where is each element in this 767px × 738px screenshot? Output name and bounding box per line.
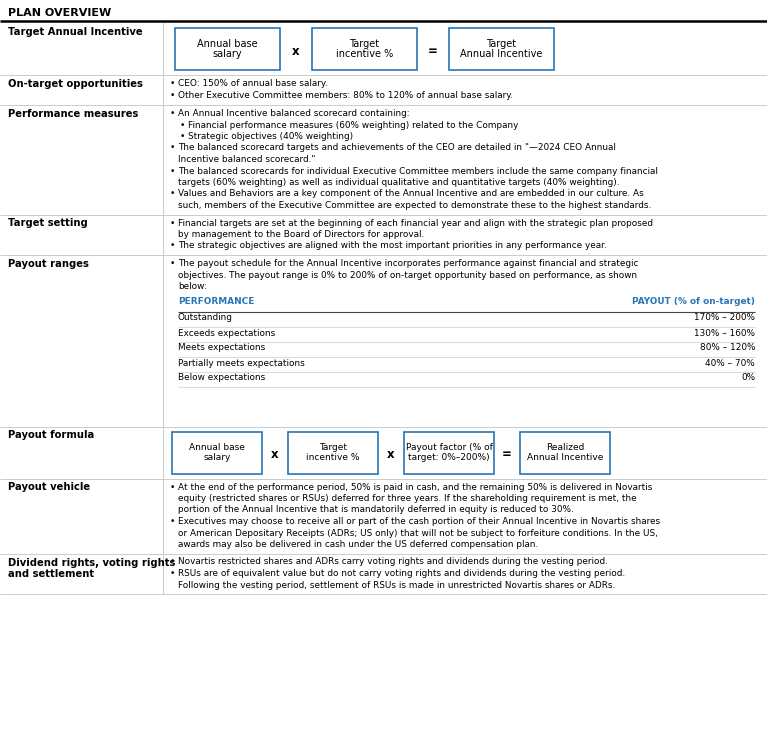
Text: •: •	[170, 79, 176, 88]
Text: The payout schedule for the Annual Incentive incorporates performance against fi: The payout schedule for the Annual Incen…	[178, 259, 638, 268]
Text: The balanced scorecard targets and achievements of the CEO are detailed in "—202: The balanced scorecard targets and achie…	[178, 143, 616, 153]
Text: portion of the Annual Incentive that is mandatorily deferred in equity is reduce: portion of the Annual Incentive that is …	[178, 506, 574, 514]
Text: 170% – 200%: 170% – 200%	[694, 314, 755, 323]
Text: targets (60% weighting) as well as individual qualitative and quantitative targe: targets (60% weighting) as well as indiv…	[178, 178, 620, 187]
Text: 80% – 120%: 80% – 120%	[700, 343, 755, 353]
Text: below:: below:	[178, 282, 207, 291]
Text: Financial targets are set at the beginning of each financial year and align with: Financial targets are set at the beginni…	[178, 218, 653, 227]
Text: •: •	[180, 120, 186, 129]
Text: •: •	[170, 167, 176, 176]
Text: Partially meets expectations: Partially meets expectations	[178, 359, 304, 368]
FancyBboxPatch shape	[172, 432, 262, 474]
Text: Values and Behaviors are a key component of the Annual Incentive and are embedde: Values and Behaviors are a key component…	[178, 190, 644, 199]
Text: •: •	[170, 190, 176, 199]
FancyBboxPatch shape	[449, 28, 554, 70]
FancyBboxPatch shape	[404, 432, 494, 474]
Text: salary: salary	[212, 49, 242, 59]
Text: or American Depositary Receipts (ADRs; US only) that will not be subject to forf: or American Depositary Receipts (ADRs; U…	[178, 528, 658, 537]
FancyBboxPatch shape	[312, 28, 417, 70]
Text: At the end of the performance period, 50% is paid in cash, and the remaining 50%: At the end of the performance period, 50…	[178, 483, 653, 492]
Text: Meets expectations: Meets expectations	[178, 343, 265, 353]
Text: Executives may choose to receive all or part of the cash portion of their Annual: Executives may choose to receive all or …	[178, 517, 660, 526]
Text: Payout vehicle: Payout vehicle	[8, 483, 91, 492]
Text: •: •	[170, 259, 176, 268]
Text: Target: Target	[319, 443, 347, 452]
Text: Target Annual Incentive: Target Annual Incentive	[8, 27, 143, 37]
Text: =: =	[428, 45, 438, 58]
Text: =: =	[502, 449, 512, 461]
Text: •: •	[170, 483, 176, 492]
Text: x: x	[272, 449, 279, 461]
Text: awards may also be delivered in cash under the US deferred compensation plan.: awards may also be delivered in cash und…	[178, 540, 538, 549]
Text: Target setting: Target setting	[8, 218, 87, 229]
Text: •: •	[170, 218, 176, 227]
Text: On-target opportunities: On-target opportunities	[8, 79, 143, 89]
Text: CEO: 150% of annual base salary.: CEO: 150% of annual base salary.	[178, 79, 328, 88]
Text: •: •	[180, 132, 186, 141]
FancyBboxPatch shape	[175, 28, 280, 70]
Text: salary: salary	[203, 452, 231, 461]
Text: •: •	[170, 517, 176, 526]
Text: Incentive balanced scorecard.": Incentive balanced scorecard."	[178, 155, 315, 164]
Text: and settlement: and settlement	[8, 569, 94, 579]
Text: •: •	[170, 109, 176, 118]
Text: •: •	[170, 91, 176, 100]
Text: Target: Target	[350, 39, 380, 49]
Text: Below expectations: Below expectations	[178, 373, 265, 382]
Text: equity (restricted shares or RSUs) deferred for three years. If the shareholding: equity (restricted shares or RSUs) defer…	[178, 494, 637, 503]
Text: •: •	[170, 241, 176, 250]
Text: Target: Target	[486, 39, 516, 49]
Text: •: •	[170, 143, 176, 153]
Text: Exceeds expectations: Exceeds expectations	[178, 328, 275, 337]
Text: Following the vesting period, settlement of RSUs is made in unrestricted Novarti: Following the vesting period, settlement…	[178, 581, 615, 590]
Text: Annual base: Annual base	[197, 39, 258, 49]
Text: x: x	[292, 45, 300, 58]
Text: 0%: 0%	[741, 373, 755, 382]
Text: An Annual Incentive balanced scorecard containing:: An Annual Incentive balanced scorecard c…	[178, 109, 410, 118]
Text: Payout factor (% of: Payout factor (% of	[406, 443, 492, 452]
Text: Payout formula: Payout formula	[8, 430, 94, 441]
Text: Dividend rights, voting rights: Dividend rights, voting rights	[8, 557, 176, 568]
Text: Performance measures: Performance measures	[8, 109, 138, 119]
Text: by management to the Board of Directors for approval.: by management to the Board of Directors …	[178, 230, 424, 239]
Text: 130% – 160%: 130% – 160%	[694, 328, 755, 337]
Text: Annual Incentive: Annual Incentive	[460, 49, 543, 59]
Text: RSUs are of equivalent value but do not carry voting rights and dividends during: RSUs are of equivalent value but do not …	[178, 569, 625, 578]
Text: Annual Incentive: Annual Incentive	[527, 452, 603, 461]
Text: PERFORMANCE: PERFORMANCE	[178, 297, 255, 306]
Text: Other Executive Committee members: 80% to 120% of annual base salary.: Other Executive Committee members: 80% t…	[178, 91, 513, 100]
Text: Novartis restricted shares and ADRs carry voting rights and dividends during the: Novartis restricted shares and ADRs carr…	[178, 557, 608, 567]
Text: PAYOUT (% of on-target): PAYOUT (% of on-target)	[632, 297, 755, 306]
FancyBboxPatch shape	[288, 432, 378, 474]
Text: Payout ranges: Payout ranges	[8, 259, 89, 269]
Text: Annual base: Annual base	[189, 443, 245, 452]
Text: •: •	[170, 569, 176, 578]
Text: Financial performance measures (60% weighting) related to the Company: Financial performance measures (60% weig…	[188, 120, 518, 129]
Text: •: •	[170, 557, 176, 567]
Text: Outstanding: Outstanding	[178, 314, 233, 323]
Text: target: 0%–200%): target: 0%–200%)	[408, 452, 490, 461]
FancyBboxPatch shape	[520, 432, 610, 474]
Text: The strategic objectives are aligned with the most important priorities in any p: The strategic objectives are aligned wit…	[178, 241, 607, 250]
Text: Strategic objectives (40% weighting): Strategic objectives (40% weighting)	[188, 132, 353, 141]
Text: such, members of the Executive Committee are expected to demonstrate these to th: such, members of the Executive Committee…	[178, 201, 651, 210]
Text: 40% – 70%: 40% – 70%	[705, 359, 755, 368]
Text: Realized: Realized	[546, 443, 584, 452]
Text: incentive %: incentive %	[336, 49, 393, 59]
Text: The balanced scorecards for individual Executive Committee members include the s: The balanced scorecards for individual E…	[178, 167, 658, 176]
Text: objectives. The payout range is 0% to 200% of on-target opportunity based on per: objectives. The payout range is 0% to 20…	[178, 271, 637, 280]
Text: incentive %: incentive %	[306, 452, 360, 461]
Text: x: x	[387, 449, 395, 461]
Text: PLAN OVERVIEW: PLAN OVERVIEW	[8, 8, 111, 18]
